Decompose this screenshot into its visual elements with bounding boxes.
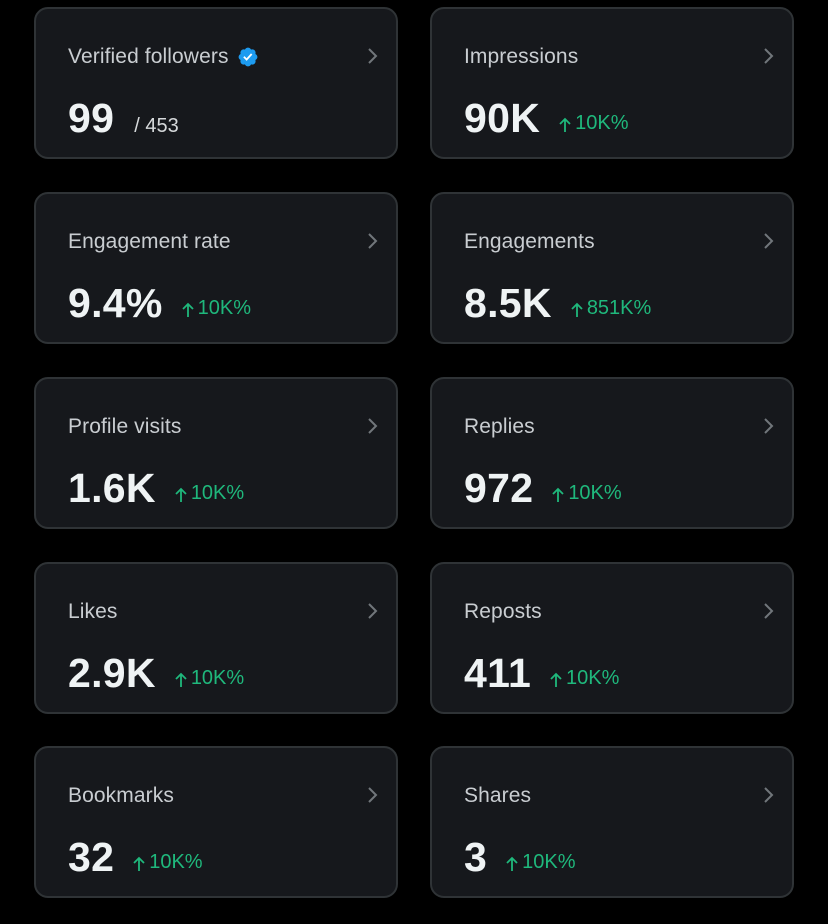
arrow-up-icon bbox=[559, 117, 571, 132]
arrow-up-icon bbox=[571, 302, 583, 317]
metric-card-engagement-rate[interactable]: Engagement rate 9.4% 10K% bbox=[34, 192, 398, 344]
metric-change: 851K% bbox=[570, 297, 651, 320]
metric-value-row: 1.6K 10K% bbox=[68, 465, 244, 512]
metric-value: 2.9K bbox=[68, 650, 156, 696]
metric-label: Replies bbox=[464, 415, 535, 438]
metric-label: Verified followers bbox=[68, 45, 259, 69]
metric-label: Engagement rate bbox=[68, 230, 231, 253]
metric-value-row: 3 10K% bbox=[464, 834, 575, 881]
metric-value: 90K bbox=[464, 95, 541, 141]
metric-change: 10K% bbox=[505, 851, 575, 874]
arrow-up-icon bbox=[506, 856, 518, 871]
metric-value: 972 bbox=[464, 465, 534, 511]
chevron-right-icon bbox=[764, 233, 774, 249]
metric-total: / 453 bbox=[134, 115, 179, 137]
metric-value-row: 972 10K% bbox=[464, 465, 622, 512]
metric-value-row: 32 10K% bbox=[68, 834, 203, 881]
metric-value-row: 90K 10K% bbox=[464, 95, 629, 142]
chevron-right-icon bbox=[764, 418, 774, 434]
metric-value: 9.4% bbox=[68, 280, 163, 326]
arrow-up-icon bbox=[182, 302, 194, 317]
metric-label: Reposts bbox=[464, 600, 542, 623]
metric-value: 411 bbox=[464, 650, 532, 696]
metric-change: 10K% bbox=[551, 482, 622, 505]
metric-change: 10K% bbox=[558, 112, 629, 135]
metric-label: Bookmarks bbox=[68, 784, 174, 807]
metric-change: 10K% bbox=[132, 851, 203, 874]
metric-change: 10K% bbox=[181, 297, 251, 320]
verified-badge-icon bbox=[238, 47, 257, 67]
chevron-right-icon bbox=[764, 603, 774, 619]
metric-card-impressions[interactable]: Impressions 90K 10K% bbox=[430, 7, 794, 159]
chevron-right-icon bbox=[764, 787, 774, 803]
metric-change: 10K% bbox=[174, 482, 244, 505]
metric-card-engagements[interactable]: Engagements 8.5K 851K% bbox=[430, 192, 794, 344]
arrow-up-icon bbox=[133, 856, 145, 871]
metric-card-replies[interactable]: Replies 972 10K% bbox=[430, 377, 794, 529]
arrow-up-icon bbox=[552, 487, 564, 502]
metric-value: 1.6K bbox=[68, 465, 156, 511]
metric-card-reposts[interactable]: Reposts 411 10K% bbox=[430, 562, 794, 714]
metric-value: 3 bbox=[464, 834, 488, 880]
metric-change: 10K% bbox=[549, 667, 619, 690]
chevron-right-icon bbox=[368, 787, 378, 803]
metric-label: Impressions bbox=[464, 45, 579, 68]
metric-value-row: 2.9K 10K% bbox=[68, 650, 244, 697]
metric-change: 10K% bbox=[174, 667, 244, 690]
arrow-up-icon bbox=[175, 672, 187, 687]
metric-value: 8.5K bbox=[464, 280, 552, 326]
metric-value-row: 411 10K% bbox=[464, 650, 619, 697]
metric-card-profile-visits[interactable]: Profile visits 1.6K 10K% bbox=[34, 377, 398, 529]
arrow-up-icon bbox=[550, 672, 562, 687]
metric-value-row: 9.4% 10K% bbox=[68, 280, 251, 327]
metric-label: Shares bbox=[464, 784, 532, 807]
chevron-right-icon bbox=[764, 48, 774, 64]
metric-card-bookmarks[interactable]: Bookmarks 32 10K% bbox=[34, 746, 398, 898]
metric-card-shares[interactable]: Shares 3 10K% bbox=[430, 746, 794, 898]
metric-card-verified-followers[interactable]: Verified followers 99 / 453 bbox=[34, 7, 398, 159]
chevron-right-icon bbox=[368, 418, 378, 434]
metric-card-likes[interactable]: Likes 2.9K 10K% bbox=[34, 562, 398, 714]
chevron-right-icon bbox=[368, 48, 378, 64]
metric-label: Engagements bbox=[464, 230, 595, 253]
metric-value-row: 8.5K 851K% bbox=[464, 280, 651, 327]
arrow-up-icon bbox=[175, 487, 187, 502]
chevron-right-icon bbox=[368, 603, 378, 619]
metric-value: 99 bbox=[68, 95, 115, 141]
metric-label: Likes bbox=[68, 600, 118, 623]
metric-value: 32 bbox=[68, 834, 115, 880]
metric-label: Profile visits bbox=[68, 415, 182, 438]
chevron-right-icon bbox=[368, 233, 378, 249]
metric-value-row: 99 / 453 bbox=[68, 95, 179, 142]
